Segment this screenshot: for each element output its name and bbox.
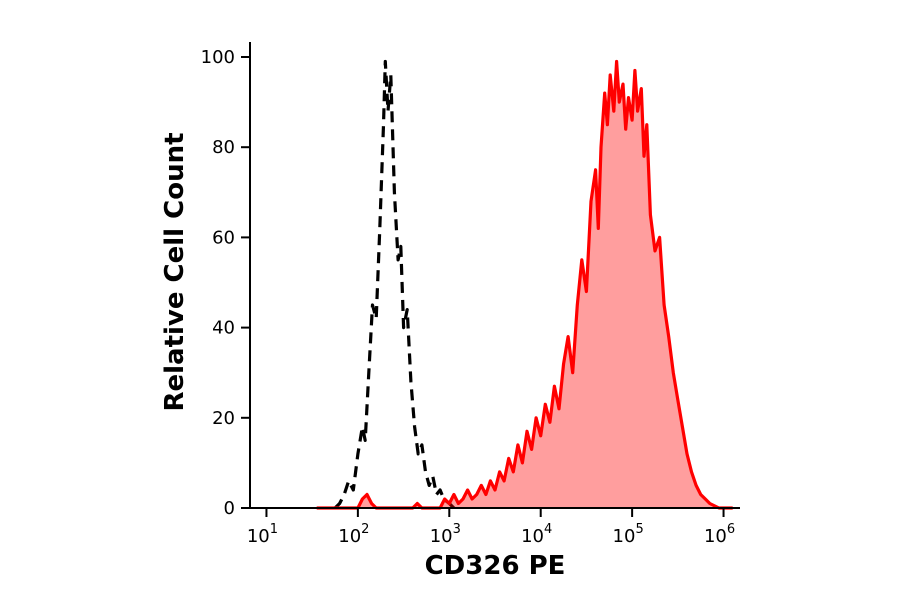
x-tick-label: 106 bbox=[704, 522, 735, 547]
y-axis-ticks: 0 20 40 60 80 100 bbox=[201, 47, 250, 519]
y-tick-label: 20 bbox=[212, 408, 235, 429]
y-tick-label: 0 bbox=[224, 498, 235, 519]
axes-group bbox=[249, 42, 740, 509]
y-tick-label: 40 bbox=[212, 318, 235, 339]
series-line-cd326-pe-stained bbox=[316, 59, 733, 510]
series-fill-cd326-pe-stained bbox=[316, 61, 733, 508]
y-tick-label: 100 bbox=[201, 47, 235, 68]
x-tick-label: 103 bbox=[430, 522, 461, 547]
x-tick-label: 101 bbox=[247, 522, 278, 547]
series-group bbox=[316, 59, 733, 510]
y-tick-label: 80 bbox=[212, 137, 235, 158]
x-axis-ticks: 101 102 103 104 105 106 bbox=[247, 508, 735, 547]
x-axis-label: CD326 PE bbox=[424, 551, 566, 581]
y-tick-label: 60 bbox=[212, 227, 235, 248]
x-tick-label: 102 bbox=[338, 522, 369, 547]
x-tick-label: 104 bbox=[521, 522, 552, 547]
series-line-isotype-control bbox=[333, 59, 456, 510]
x-tick-label: 105 bbox=[613, 522, 644, 547]
